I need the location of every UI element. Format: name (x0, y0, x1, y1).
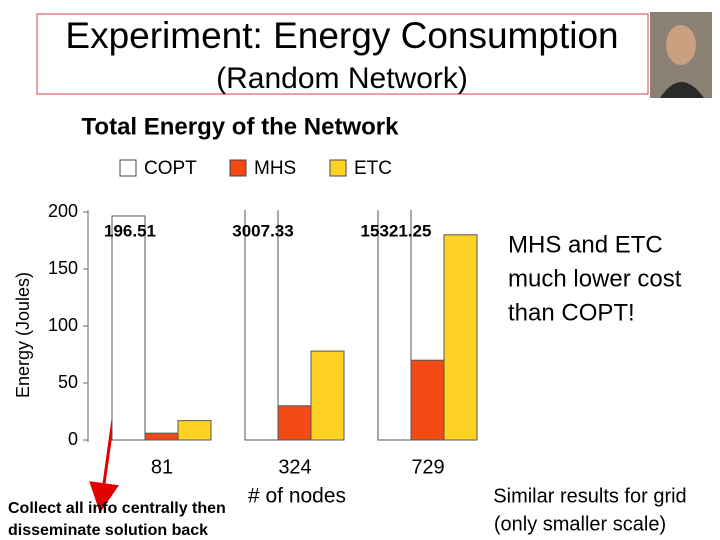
y-tick-label: 50 (58, 372, 78, 392)
callout-line: than COPT! (508, 299, 635, 326)
bar (410, 359, 445, 441)
y-tick-label: 100 (48, 315, 78, 335)
slide-title: Experiment: Energy Consumption (65, 15, 618, 56)
legend-label: MHS (254, 158, 296, 179)
bar (277, 405, 312, 441)
legend-swatch (229, 159, 247, 177)
bar (443, 234, 478, 441)
callout-line: MHS and ETC (508, 231, 663, 258)
legend-label: COPT (144, 158, 197, 179)
bar (177, 420, 212, 441)
note-line: disseminate solution back (8, 522, 208, 539)
y-tick-label: 200 (48, 201, 78, 221)
slide-subtitle: (Random Network) (216, 62, 468, 95)
legend-label: ETC (354, 158, 392, 179)
bar (144, 432, 179, 441)
x-tick-label: 729 (411, 456, 444, 478)
bar (244, 210, 279, 441)
y-tick-label: 150 (48, 258, 78, 278)
legend-swatch (329, 159, 347, 177)
data-label: 3007.33 (232, 221, 293, 240)
x-axis-title: # of nodes (248, 485, 346, 508)
footnote-line: (only smaller scale) (494, 513, 666, 535)
footnote-line: Similar results for grid (493, 485, 686, 507)
bar (111, 215, 146, 441)
callout-line: much lower cost (508, 265, 682, 292)
x-tick-label: 81 (151, 456, 173, 478)
data-label: 15321.25 (361, 221, 432, 240)
y-axis-title: Energy (Joules) (13, 272, 33, 398)
bar (310, 350, 345, 441)
y-tick-label: 0 (68, 429, 78, 449)
data-label: 196.51 (104, 221, 156, 240)
x-tick-label: 324 (278, 456, 311, 478)
title-box (36, 13, 649, 95)
bar (377, 210, 412, 441)
chart-title: Total Energy of the Network (82, 113, 400, 140)
note-line: Collect all info centrally then (8, 500, 226, 517)
legend-swatch (119, 159, 137, 177)
plot (111, 210, 478, 441)
photo (650, 12, 712, 98)
